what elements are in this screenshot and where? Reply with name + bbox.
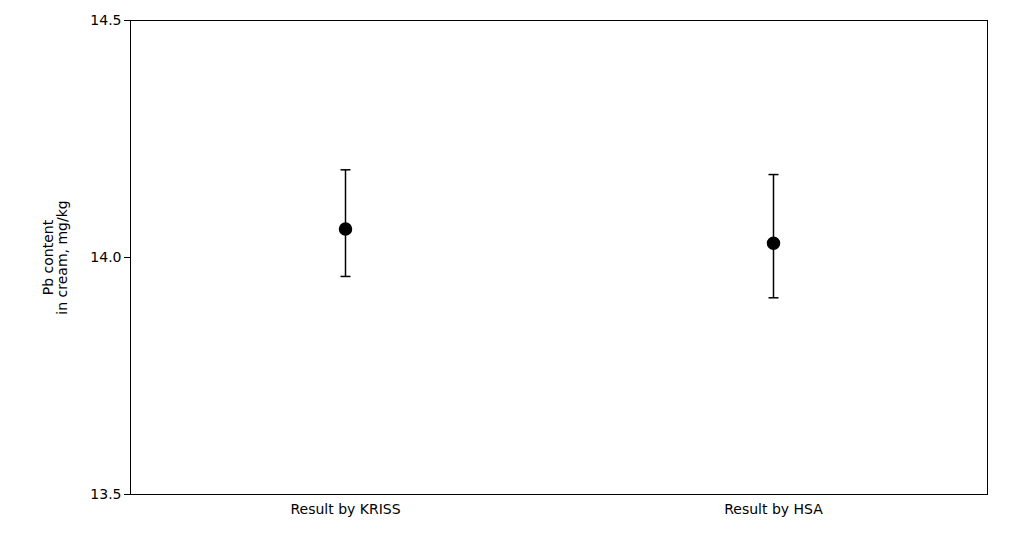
svg-text:14.0: 14.0 xyxy=(90,249,121,265)
svg-text:Result by KRISS: Result by KRISS xyxy=(290,501,400,517)
svg-text:14.5: 14.5 xyxy=(90,12,121,28)
svg-text:Pb contentin cream, mg/kg: Pb contentin cream, mg/kg xyxy=(40,200,70,314)
svg-text:13.5: 13.5 xyxy=(90,486,121,502)
svg-text:Result by HSA: Result by HSA xyxy=(724,501,823,517)
